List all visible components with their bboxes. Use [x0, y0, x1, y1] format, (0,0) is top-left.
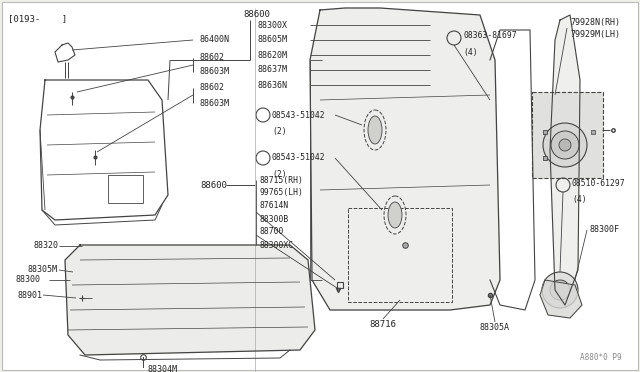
Text: 88715(RH): 88715(RH) [260, 176, 304, 185]
Text: A880*0 P9: A880*0 P9 [580, 353, 622, 362]
Text: 88716: 88716 [369, 320, 396, 329]
Text: 88300F: 88300F [590, 225, 620, 234]
Polygon shape [550, 15, 580, 305]
Text: 86400N: 86400N [200, 35, 230, 45]
Text: 08543-51042: 08543-51042 [272, 154, 326, 163]
Text: 79928N(RH): 79928N(RH) [570, 17, 620, 26]
FancyBboxPatch shape [532, 92, 603, 178]
Text: 88603M: 88603M [200, 67, 230, 77]
Text: 88600: 88600 [243, 10, 270, 19]
Text: (2): (2) [272, 170, 287, 179]
Ellipse shape [368, 116, 382, 144]
Text: (4): (4) [463, 48, 477, 57]
Text: 08510-61297: 08510-61297 [572, 179, 626, 187]
Polygon shape [310, 8, 500, 310]
Polygon shape [540, 280, 582, 318]
Circle shape [559, 139, 571, 151]
Text: 99765(LH): 99765(LH) [260, 189, 304, 198]
Text: 88602: 88602 [200, 83, 225, 93]
Text: 88637M: 88637M [258, 65, 288, 74]
Circle shape [550, 280, 570, 300]
Text: 88620M: 88620M [258, 51, 288, 60]
Text: 79929M(LH): 79929M(LH) [570, 31, 620, 39]
Text: [0193-    ]: [0193- ] [8, 14, 67, 23]
Text: 88605M: 88605M [258, 35, 288, 45]
Circle shape [551, 131, 579, 159]
Text: 08363-81697: 08363-81697 [463, 32, 516, 41]
Text: 88603M: 88603M [200, 99, 230, 108]
Circle shape [542, 272, 578, 308]
Text: 88602: 88602 [200, 54, 225, 62]
Text: 88300X: 88300X [258, 20, 288, 29]
Text: 88700: 88700 [260, 228, 284, 237]
Text: 88600: 88600 [200, 180, 227, 189]
Text: 08543-51042: 08543-51042 [272, 110, 326, 119]
Text: 88300XC: 88300XC [260, 241, 294, 250]
Text: (4): (4) [572, 195, 587, 204]
Text: 88320: 88320 [33, 241, 58, 250]
Text: 88300: 88300 [15, 276, 40, 285]
Text: 88305M: 88305M [28, 266, 58, 275]
Text: 88300B: 88300B [260, 215, 289, 224]
Ellipse shape [388, 202, 402, 228]
Circle shape [543, 123, 587, 167]
Text: 88304M: 88304M [148, 365, 178, 372]
Text: 87614N: 87614N [260, 202, 289, 211]
Polygon shape [65, 245, 315, 355]
Bar [108, 175, 143, 203]
Text: 88901: 88901 [17, 291, 42, 299]
Text: 88305A: 88305A [480, 323, 510, 332]
Text: (2): (2) [272, 127, 287, 136]
Text: 88636N: 88636N [258, 80, 288, 90]
